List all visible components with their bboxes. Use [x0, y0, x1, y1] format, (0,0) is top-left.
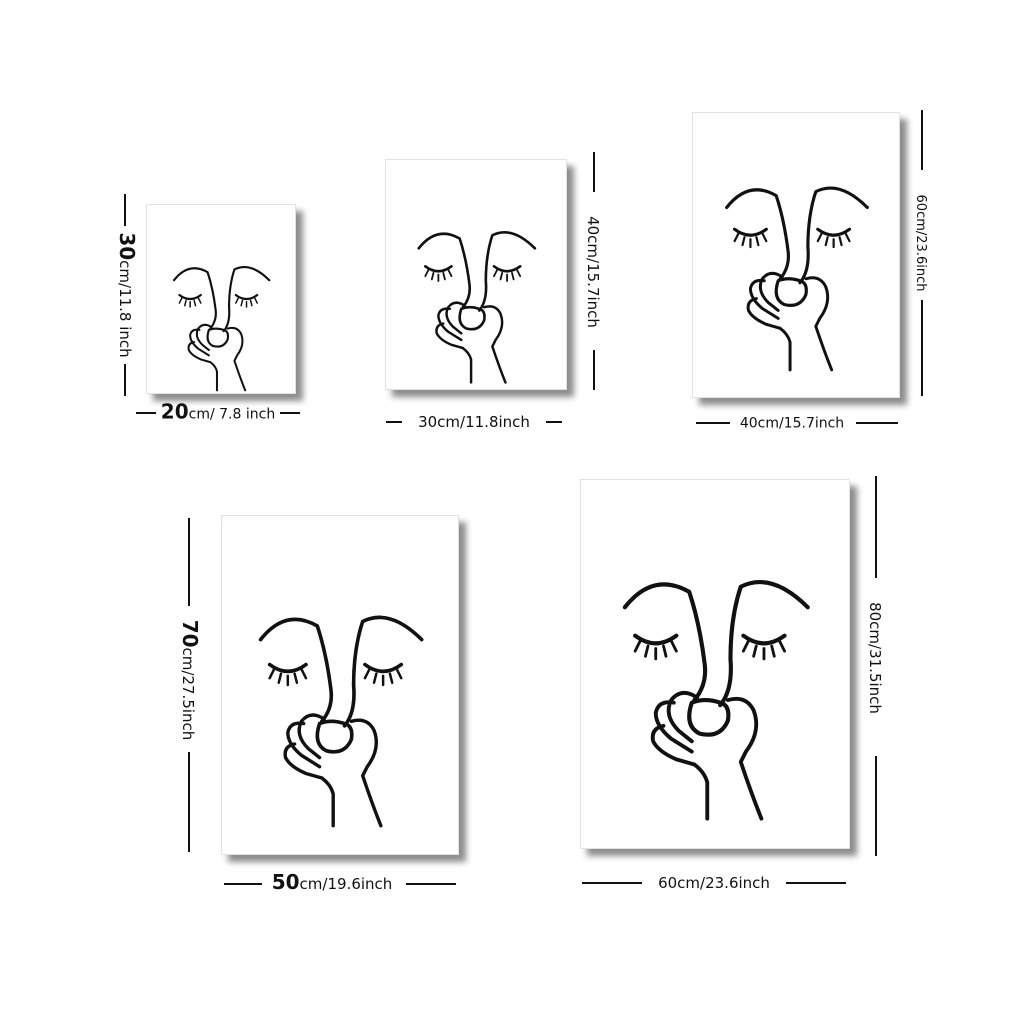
- width-dimension-line: [280, 412, 300, 414]
- width-dimension-line: [582, 882, 642, 884]
- width-dimension-line: [696, 422, 730, 424]
- height-label: 70cm/27.5inch: [178, 619, 202, 741]
- width-label: 50cm/19.6inch: [271, 870, 393, 894]
- height-label: 40cm/15.7inch: [584, 216, 602, 328]
- height-dimension-line: [124, 364, 126, 396]
- height-label: 80cm/31.5inch: [866, 602, 884, 714]
- height-label: 30cm/11.8 inch: [115, 232, 139, 358]
- height-dimension-line: [921, 110, 923, 170]
- width-dimension-line: [136, 412, 156, 414]
- height-dimension-line: [188, 518, 190, 606]
- height-label: 60cm/23.6inch: [913, 194, 928, 292]
- face-line-art: [258, 615, 424, 828]
- face-line-art: [417, 230, 537, 384]
- poster-50x70: [221, 515, 459, 855]
- width-dimension-line: [386, 421, 402, 423]
- height-dimension-line: [593, 152, 595, 192]
- width-label: 40cm/15.7inch: [739, 415, 845, 432]
- face-line-art: [581, 480, 849, 848]
- height-dimension-line: [124, 194, 126, 226]
- height-dimension-line: [875, 756, 877, 856]
- height-dimension-line: [921, 300, 923, 396]
- width-label: 30cm/11.8inch: [418, 413, 530, 431]
- width-dimension-line: [406, 883, 456, 885]
- width-dimension-line: [224, 883, 262, 885]
- poster-40x60: [692, 112, 900, 398]
- face-line-art: [172, 265, 271, 392]
- poster-60x80: [580, 479, 850, 849]
- width-label: 20cm/ 7.8 inch: [160, 399, 276, 424]
- width-dimension-line: [856, 422, 898, 424]
- face-line-art: [725, 186, 869, 372]
- width-dimension-line: [546, 421, 562, 423]
- poster-30x40: [385, 159, 567, 390]
- poster-20x30: [146, 204, 296, 394]
- height-dimension-line: [875, 476, 877, 578]
- height-dimension-line: [188, 752, 190, 852]
- width-label: 60cm/23.6inch: [658, 874, 770, 892]
- height-dimension-line: [593, 350, 595, 390]
- width-dimension-line: [786, 882, 846, 884]
